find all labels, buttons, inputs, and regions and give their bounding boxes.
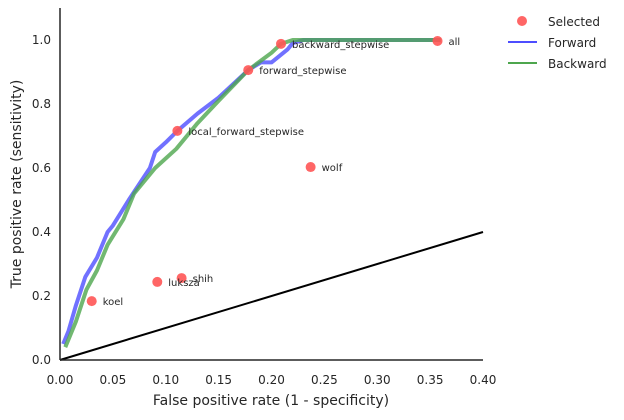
y-tick-label: 1.0 [32, 33, 51, 47]
point-label-backward_stepwise: backward_stepwise [292, 40, 389, 51]
x-tick-label: 0.15 [205, 373, 232, 387]
selected-point-koel [86, 296, 97, 307]
point-label-forward_stepwise: forward_stepwise [259, 66, 346, 77]
y-axis-label: True positive rate (sensitivity) [9, 80, 25, 290]
legend-marker-selected [517, 16, 527, 26]
reference-diagonal-line [59, 231, 484, 361]
selected-point-forward_stepwise [243, 65, 254, 76]
x-tick-label: 0.40 [470, 373, 497, 387]
selected-point-all [432, 35, 443, 46]
selected-point-backward_stepwise [276, 38, 287, 49]
y-tick-label: 0.6 [32, 161, 51, 175]
point-label-shih: shih [193, 274, 214, 285]
x-tick-label: 0.20 [258, 373, 285, 387]
selected-point-luksza [152, 276, 163, 287]
legend: Selected Forward Backward [508, 15, 607, 71]
y-tick-label: 0.8 [32, 97, 51, 111]
x-tick-label: 0.25 [311, 373, 338, 387]
x-tick-label: 0.10 [152, 373, 179, 387]
legend-label-forward: Forward [548, 36, 596, 50]
x-tick-label: 0.00 [47, 373, 74, 387]
y-tick-label: 0.0 [32, 353, 51, 367]
selected-point-wolf [305, 162, 316, 173]
x-axis-label: False positive rate (1 - specificity) [153, 393, 389, 409]
point-label-wolf: wolf [322, 163, 343, 174]
x-tick-label: 0.30 [364, 373, 391, 387]
point-label-local_forward_stepwise: local_forward_stepwise [188, 127, 304, 138]
selected-point-local_forward_stepwise [172, 125, 183, 136]
x-tick-label: 0.35 [417, 373, 444, 387]
legend-label-selected: Selected [548, 15, 600, 29]
y-tick-label: 0.4 [32, 225, 51, 239]
y-tick-label: 0.2 [32, 289, 51, 303]
x-tick-label: 0.05 [100, 373, 127, 387]
selected-point-shih [176, 273, 187, 284]
series-line-forward [61, 38, 441, 345]
series-line-backward [63, 38, 441, 348]
point-label-all: all [449, 37, 461, 48]
point-label-koel: koel [103, 297, 123, 308]
point-label-luksza: luksza [168, 278, 200, 289]
legend-label-backward: Backward [548, 57, 607, 71]
